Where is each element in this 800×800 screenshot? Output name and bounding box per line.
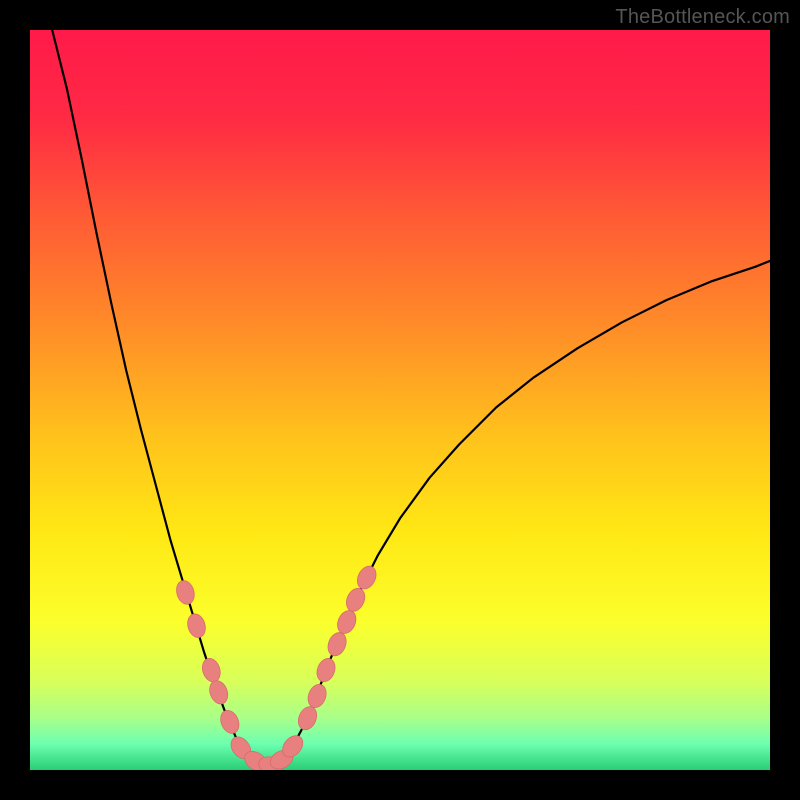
gradient-background — [30, 30, 770, 770]
plot-svg — [30, 30, 770, 770]
chart-frame: TheBottleneck.com — [0, 0, 800, 800]
watermark-text: TheBottleneck.com — [615, 6, 790, 29]
bottleneck-plot — [30, 30, 770, 770]
